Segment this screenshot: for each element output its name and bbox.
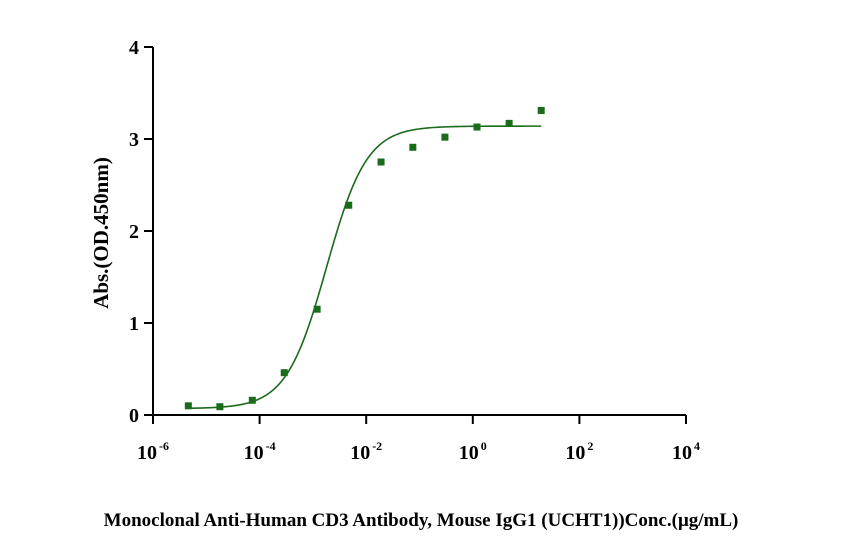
axes: 0 1 2 3 4 10 -6 10 -4 10 -2 10 0 10 2 10 4: [129, 37, 700, 464]
x-tick-label: 10 2: [565, 439, 593, 464]
data-point: [377, 158, 385, 166]
data-point: [184, 402, 192, 410]
y-tick-label: 1: [129, 313, 139, 335]
data-point: [313, 305, 321, 313]
data-point: [216, 403, 224, 411]
y-axis-title: Abs.(OD.450nm): [89, 157, 113, 309]
x-tick-label: 10 4: [672, 439, 700, 464]
data-point: [505, 119, 513, 127]
data-point: [280, 369, 288, 377]
x-tick-label: 10 -6: [137, 439, 169, 464]
data-point: [441, 133, 449, 141]
data-point: [537, 106, 545, 114]
x-axis-title: Monoclonal Anti-Human CD3 Antibody, Mous…: [104, 510, 739, 531]
x-tick-label: 10 0: [459, 439, 487, 464]
data-point: [248, 396, 256, 404]
x-tick-label: 10 -2: [350, 439, 382, 464]
data-point: [409, 143, 417, 151]
data-points-layer: [184, 106, 545, 411]
y-tick-label: 4: [129, 37, 139, 59]
data-point: [473, 123, 481, 131]
x-tick-label: 10 -4: [244, 439, 276, 464]
fit-curve-layer: [188, 125, 542, 410]
data-point: [345, 201, 353, 209]
y-tick-label: 3: [129, 129, 139, 151]
y-tick-label: 0: [129, 405, 139, 427]
y-tick-label: 2: [129, 221, 139, 243]
fit-curve: [188, 125, 542, 410]
